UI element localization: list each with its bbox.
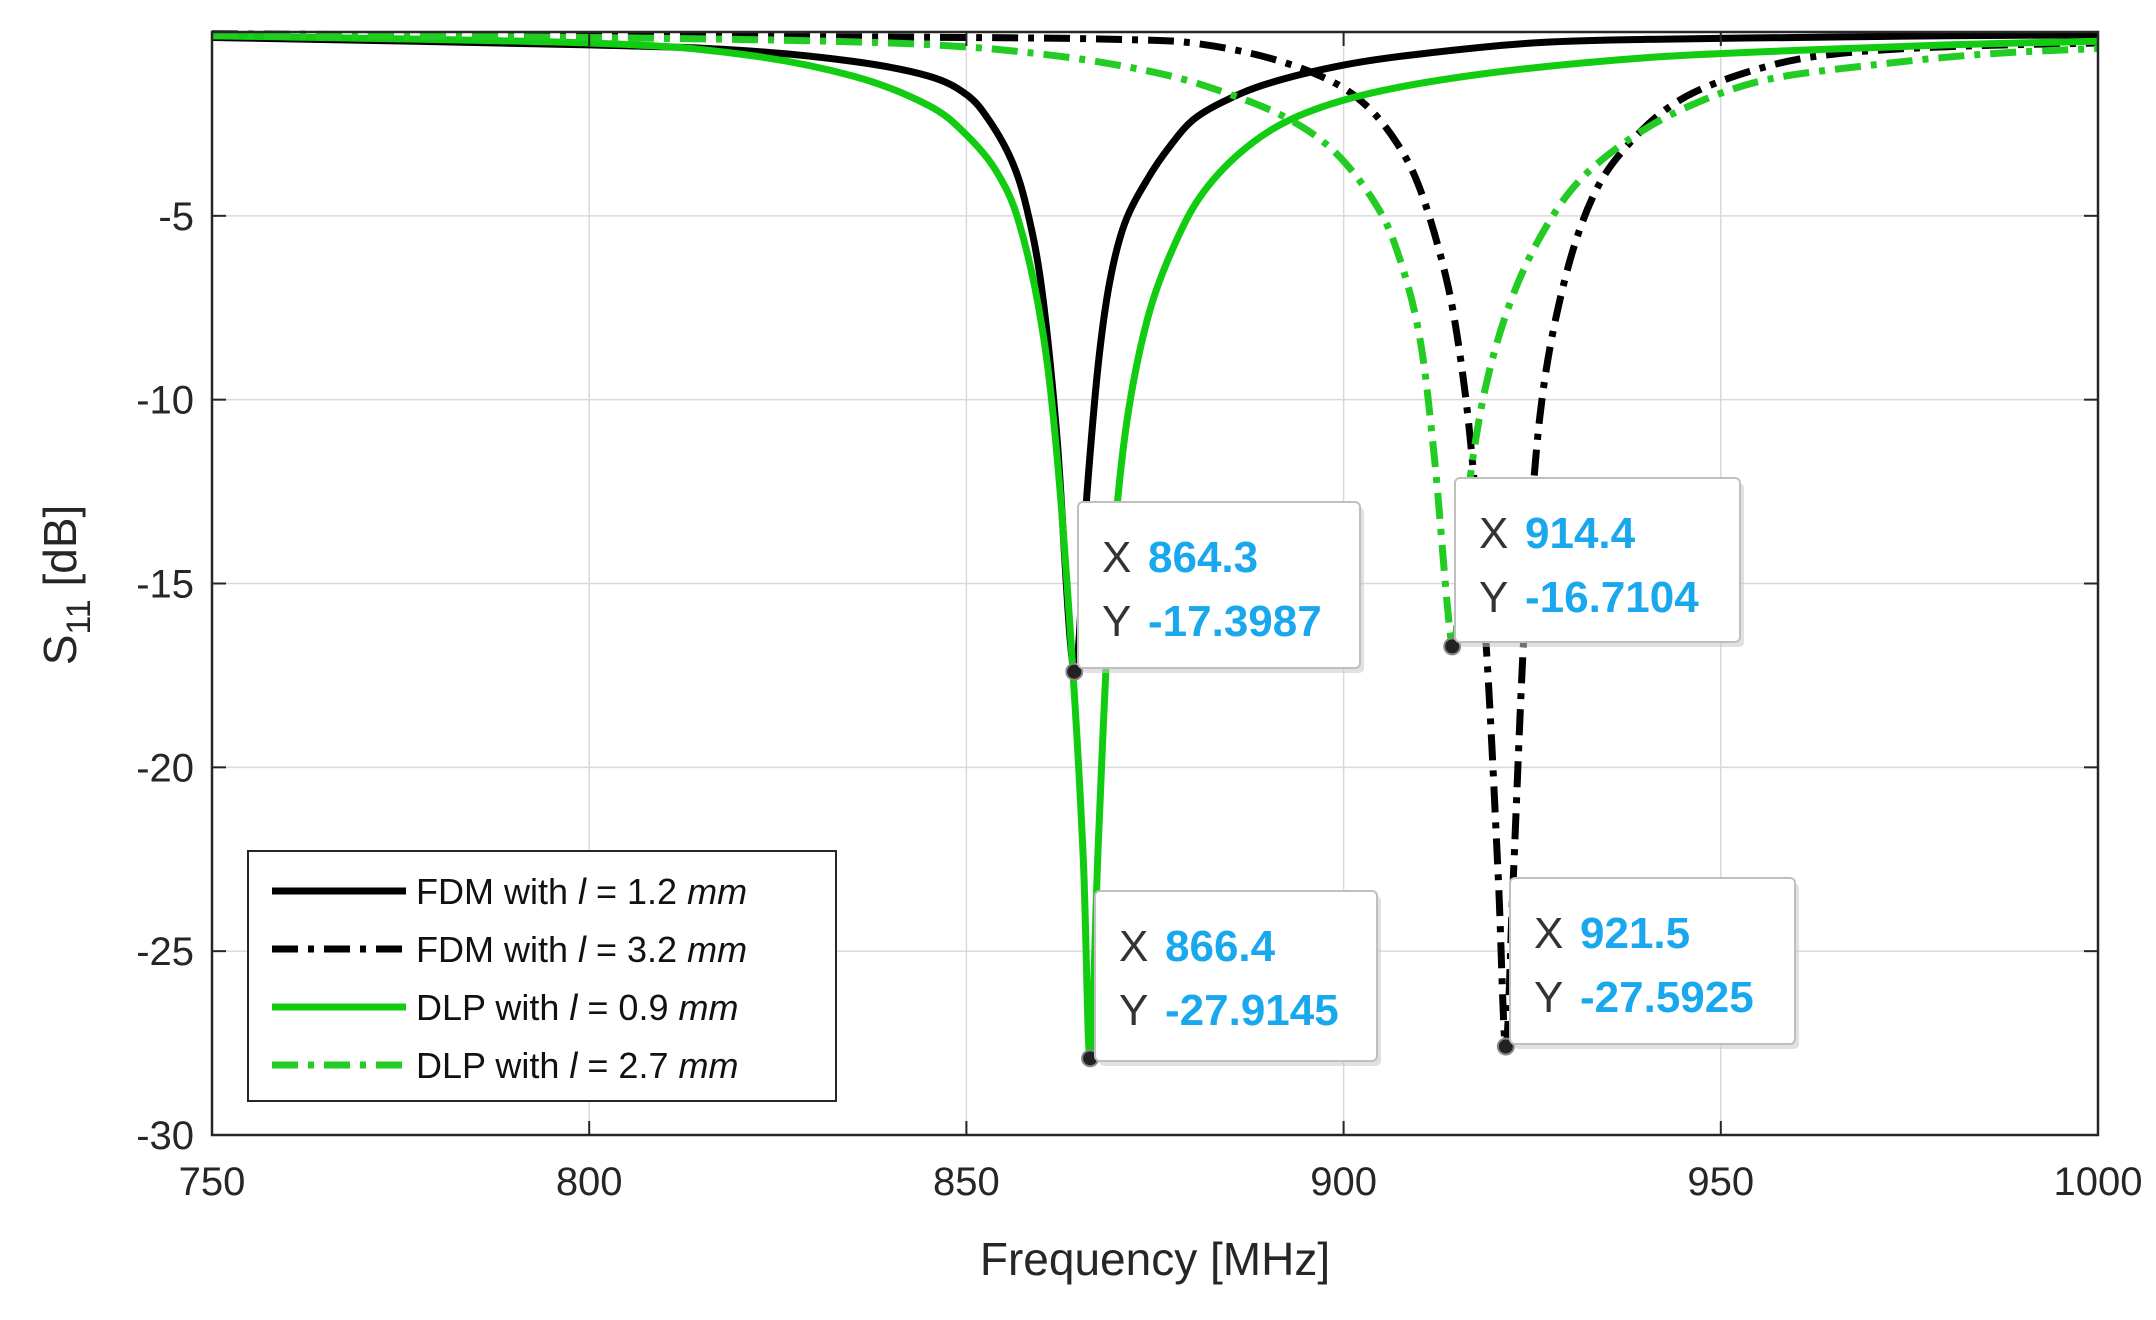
y-tick-label: -25: [136, 930, 194, 974]
y-axis-label-subscript: 11: [60, 599, 98, 634]
x-tick-label: 900: [1310, 1160, 1377, 1204]
datatip-x-label: X: [1479, 509, 1508, 558]
datatip-box: [1077, 501, 1361, 669]
legend-label-value: = 2.7: [577, 1045, 678, 1086]
x-tick-label: 750: [179, 1160, 246, 1204]
datatip-marker: [1443, 637, 1462, 656]
legend-label-variable: l: [578, 871, 587, 912]
series-line-4: [211, 32, 2099, 653]
legend-label-unit: mm: [678, 1045, 738, 1086]
datatip-box: [1454, 477, 1741, 643]
y-axis-label-unit: [dB]: [34, 505, 86, 600]
datatip-y-label: Y: [1479, 573, 1508, 622]
ticks: 750 800 850 900 950 1000 -5 -10 -15 -20 -25 -30: [136, 32, 2142, 1204]
legend-label-unit: mm: [687, 871, 747, 912]
y-tick-label: -5: [158, 195, 194, 239]
series-line-2: [211, 30, 2099, 1050]
x-tick-label: 1000: [2054, 1160, 2143, 1204]
legend-label: FDM with l = 1.2 mm: [416, 871, 747, 912]
legend-label-variable: l: [578, 929, 587, 970]
y-tick-label: -20: [136, 746, 194, 790]
datatip-y-value: -27.5925: [1580, 973, 1754, 1022]
legend-label: DLP with l = 0.9 mm: [416, 987, 738, 1028]
datatip-marker: [1496, 1037, 1515, 1056]
legend-label-value: = 3.2: [586, 929, 687, 970]
legend-label-variable: l: [569, 1045, 578, 1086]
datatip-x-label: X: [1119, 922, 1148, 971]
legend-label-value: = 1.2: [586, 871, 687, 912]
legend-item-1: FDM with l = 1.2 mm: [272, 871, 747, 912]
legend-label-variable: l: [569, 987, 578, 1028]
x-tick-label: 950: [1687, 1160, 1754, 1204]
datatip-x-value: 864.3: [1148, 533, 1258, 582]
legend-label-prefix: FDM with: [416, 871, 578, 912]
datatips[interactable]: X 864.3 Y -17.3987 X 914.4 Y -16.7104 X 866.4 Y -27…: [1077, 477, 1799, 1066]
legend-label-prefix: FDM with: [416, 929, 578, 970]
datatip-y-value: -27.9145: [1165, 986, 1339, 1035]
datatip-3[interactable]: X 866.4 Y -27.9145: [1094, 890, 1381, 1066]
y-tick-label: -10: [136, 379, 194, 423]
legend-label: DLP with l = 2.7 mm: [416, 1045, 738, 1086]
datatip-y-value: -16.7104: [1525, 573, 1699, 622]
legend-label-value: = 0.9: [577, 987, 678, 1028]
series-line-1: [211, 31, 2099, 676]
datatip-y-value: -17.3987: [1148, 597, 1322, 646]
datatip-1[interactable]: X 864.3 Y -17.3987: [1077, 501, 1364, 673]
datatip-x-value: 866.4: [1165, 922, 1276, 971]
curves: [211, 30, 2099, 1062]
datatip-x-value: 914.4: [1525, 509, 1636, 558]
datatip-y-label: Y: [1102, 597, 1131, 646]
datatip-y-label: Y: [1119, 986, 1148, 1035]
y-axis-label-main: S: [34, 635, 86, 666]
datatip-box: [1509, 877, 1796, 1045]
datatip-x-label: X: [1534, 909, 1563, 958]
datatip-x-value: 921.5: [1580, 909, 1690, 958]
datatip-box: [1094, 890, 1378, 1062]
legend-label-prefix: DLP with: [416, 1045, 569, 1086]
legend-item-3: DLP with l = 0.9 mm: [272, 987, 738, 1028]
legend-label: FDM with l = 3.2 mm: [416, 929, 747, 970]
legend-item-2: FDM with l = 3.2 mm: [272, 929, 747, 970]
datatip-y-label: Y: [1534, 973, 1563, 1022]
y-tick-label: -30: [136, 1114, 194, 1158]
legend-label-unit: mm: [687, 929, 747, 970]
y-axis-label: S11 [dB]: [34, 505, 98, 666]
datatip-2[interactable]: X 914.4 Y -16.7104: [1454, 477, 1744, 647]
datatip-marker: [1065, 662, 1084, 681]
datatip-x-label: X: [1102, 533, 1131, 582]
y-tick-label: -15: [136, 563, 194, 607]
datatip-4[interactable]: X 921.5 Y -27.5925: [1509, 877, 1799, 1049]
legend-label-unit: mm: [678, 987, 738, 1028]
x-tick-label: 800: [556, 1160, 623, 1204]
x-tick-label: 850: [933, 1160, 1000, 1204]
legend-item-4: DLP with l = 2.7 mm: [272, 1045, 738, 1086]
x-axis-label: Frequency [MHz]: [980, 1233, 1330, 1285]
legend-label-prefix: DLP with: [416, 987, 569, 1028]
